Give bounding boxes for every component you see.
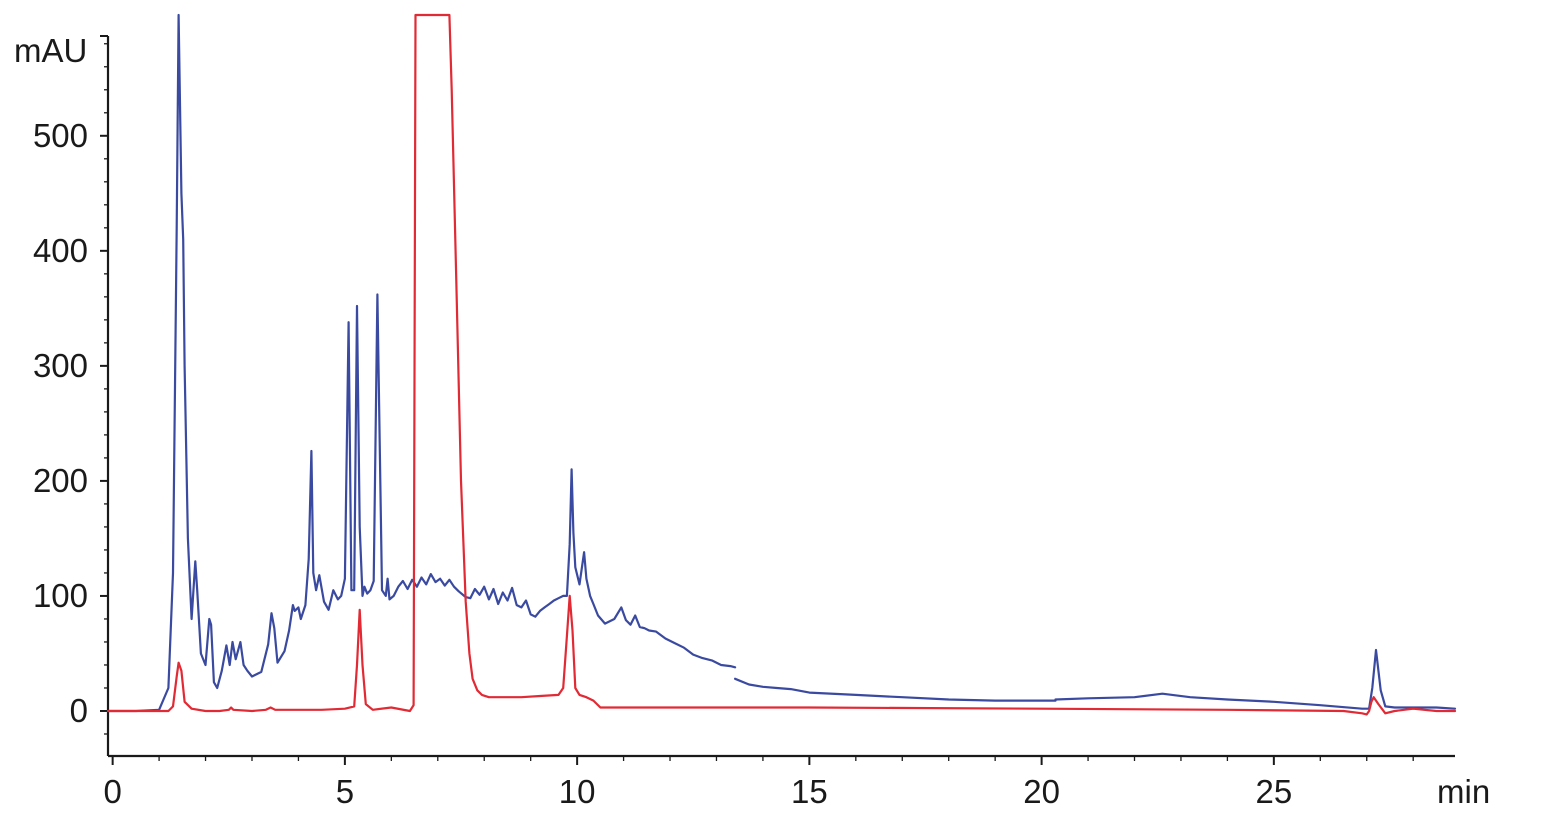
tick-labels: 0 100 200 300 400 500 0 5 10 15 20 25 bbox=[33, 117, 1292, 810]
major-ticks bbox=[100, 35, 1275, 765]
trace-blue-segment-3 bbox=[1054, 648, 1457, 710]
plot-area bbox=[106, 13, 1457, 716]
x-tick-label: 15 bbox=[791, 773, 828, 810]
y-tick-label: 400 bbox=[33, 232, 88, 269]
x-tick-label: 25 bbox=[1255, 773, 1292, 810]
y-tick-label: 100 bbox=[33, 577, 88, 614]
y-tick-label: 500 bbox=[33, 117, 88, 154]
y-tick-label: 200 bbox=[33, 462, 88, 499]
y-tick-label: 300 bbox=[33, 347, 88, 384]
trace-blue-segment-2 bbox=[734, 677, 1057, 702]
y-tick-label: 0 bbox=[70, 692, 88, 729]
x-tick-label: 0 bbox=[103, 773, 121, 810]
x-tick-label: 10 bbox=[559, 773, 596, 810]
y-unit-label: mAU bbox=[14, 32, 87, 69]
trace-blue-segment-1 bbox=[106, 13, 737, 713]
axes: 0 100 200 300 400 500 0 5 10 15 20 25 mAU min bbox=[14, 32, 1490, 810]
minor-ticks bbox=[104, 43, 1414, 761]
x-tick-label: 20 bbox=[1023, 773, 1060, 810]
x-unit-label: min bbox=[1437, 773, 1490, 810]
x-tick-label: 5 bbox=[336, 773, 354, 810]
trace-red-segment-1 bbox=[106, 13, 1457, 716]
